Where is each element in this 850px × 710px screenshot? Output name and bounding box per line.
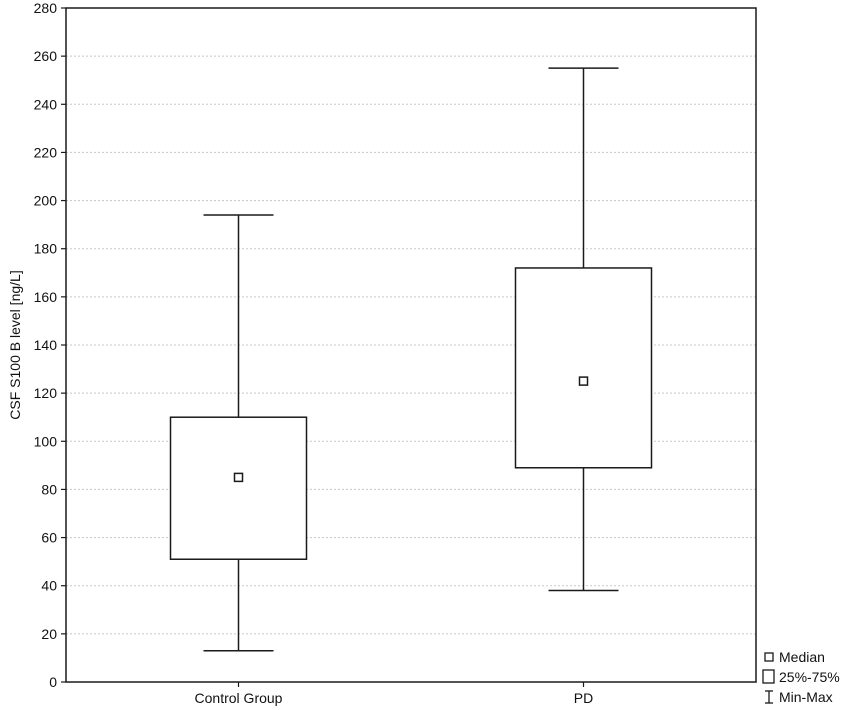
median-marker [578, 376, 589, 386]
iqr-box [514, 267, 653, 469]
legend-label: Median [779, 649, 825, 665]
legend-median-icon [764, 652, 774, 662]
y-tick-label: 260 [34, 48, 58, 64]
y-tick-label: 240 [34, 96, 58, 112]
y-tick-label: 120 [34, 385, 58, 401]
y-tick-label: 200 [34, 193, 58, 209]
iqr-box [169, 416, 308, 560]
x-tick-label: Control Group [195, 690, 283, 706]
y-tick-label: 140 [34, 337, 58, 353]
y-tick-label: 20 [41, 626, 57, 642]
y-tick-label: 0 [49, 674, 57, 690]
y-axis-title: CSF S100 B level [ng/L] [7, 270, 23, 419]
y-tick-label: 60 [41, 530, 57, 546]
median-marker [233, 472, 244, 483]
y-tick-label: 80 [41, 481, 57, 497]
legend-label: Min-Max [779, 689, 833, 705]
y-tick-label: 40 [41, 578, 57, 594]
y-axis: 0 20 40 60 80 100 120 140 160 180 200 220 240 260 280 [34, 0, 66, 690]
y-tick-label: 160 [34, 289, 58, 305]
y-tick-label: 280 [34, 0, 58, 16]
legend: Median 25%-75% Min-Max [762, 649, 840, 705]
legend-label: 25%-75% [779, 669, 840, 685]
box-group [514, 67, 653, 592]
y-tick-label: 100 [34, 433, 58, 449]
boxes [169, 67, 653, 652]
x-axis: Control Group PD [195, 682, 593, 706]
y-tick-label: 180 [34, 241, 58, 257]
y-tick-label: 220 [34, 144, 58, 160]
box-group [169, 214, 308, 652]
grid-lines [66, 55, 756, 635]
legend-box-icon [762, 669, 775, 684]
x-tick-label: PD [574, 690, 593, 706]
legend-whisker-icon [765, 690, 773, 704]
